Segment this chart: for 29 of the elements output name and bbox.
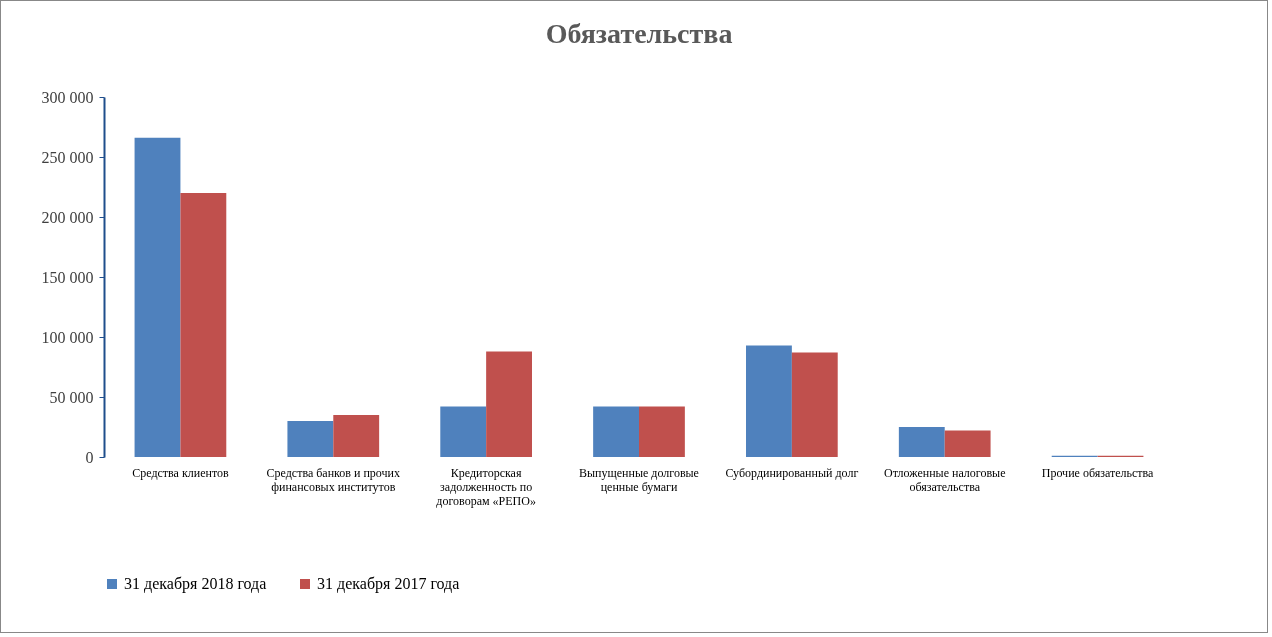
y-tick-label: 50 000 (49, 388, 94, 406)
bar (134, 137, 181, 457)
x-tick-label: Средства клиентов (132, 465, 229, 480)
y-tick-label: 300 000 (41, 88, 94, 106)
chart-title: Обязательства (545, 18, 733, 49)
y-tick-label: 100 000 (41, 328, 94, 346)
bar (333, 415, 380, 457)
x-tick-label: Прочие обязательства (1041, 465, 1155, 480)
bar (639, 406, 685, 457)
bar (180, 193, 227, 457)
y-tick-label: 250 000 (41, 148, 94, 166)
x-tick-label: Средства банков и прочих финансовых институтов (266, 465, 400, 494)
bar (440, 406, 487, 457)
bar (486, 351, 532, 457)
x-tick-label: Отложенные налоговые обязательства (883, 465, 1006, 494)
x-tick-label: Выпущенные долговые ценные бумаги (579, 465, 699, 494)
bar (944, 430, 991, 457)
bar (898, 427, 945, 457)
bar (791, 352, 838, 457)
legend-label: 31 декабря 2018 года (124, 575, 267, 593)
x-tick-label: Кредиторская задолженность по договорам «РЕПО» (436, 465, 536, 508)
legend-label: 31 декабря 2017 года (317, 575, 460, 593)
y-tick-label: 200 000 (41, 208, 94, 226)
bar (593, 406, 639, 457)
y-tick-label: 0 (85, 448, 94, 466)
x-tick-label: Субординированный долг (725, 465, 859, 480)
bar (287, 421, 334, 457)
bar (746, 345, 792, 457)
y-tick-label: 150 000 (41, 268, 94, 286)
